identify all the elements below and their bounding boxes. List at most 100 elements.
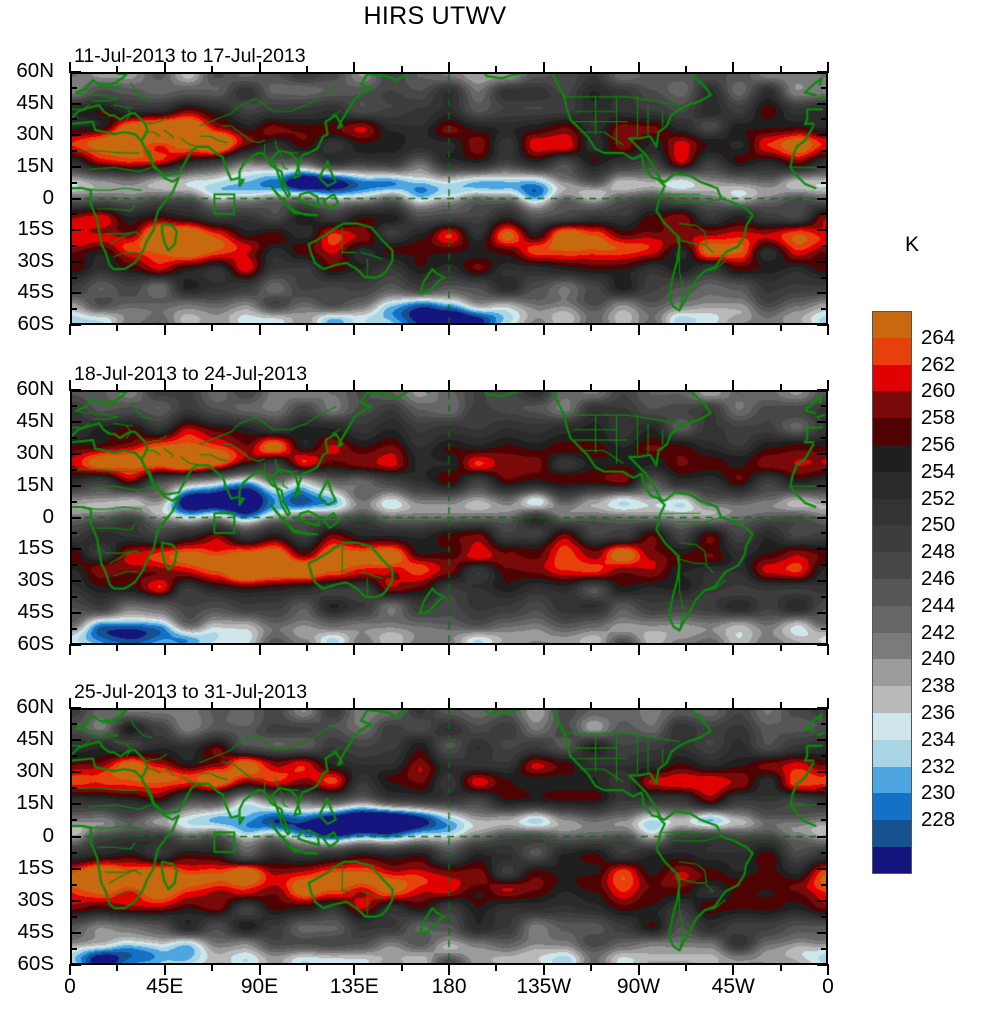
tick-mark: [116, 644, 119, 651]
tick-mark: [821, 596, 828, 599]
tick-mark: [495, 644, 498, 651]
tick-mark: [684, 964, 687, 971]
panel-1-subtitle: 11-Jul-2013 to 17-Jul-2013: [74, 45, 306, 67]
colorbar-swatch: [872, 418, 912, 445]
tick-mark: [211, 644, 214, 651]
tick-mark: [69, 62, 71, 73]
tick-mark: [70, 86, 77, 89]
colorbar-swatch: [872, 820, 912, 847]
y-tick-label: 60N: [16, 377, 54, 400]
tick-mark: [116, 964, 119, 971]
tick-mark: [821, 819, 828, 822]
colorbar-swatch: [872, 766, 912, 794]
tick-mark: [827, 964, 829, 975]
tick-mark: [70, 260, 81, 263]
colorbar-swatch: [872, 712, 912, 740]
tick-mark: [70, 899, 81, 902]
tick-mark: [817, 324, 828, 326]
tick-mark: [163, 644, 166, 655]
colorbar-tick-label: 230: [921, 781, 956, 805]
x-axis-label: 45E: [146, 975, 184, 998]
colorbar-swatch: [872, 578, 912, 606]
tick-mark: [817, 899, 828, 902]
panel-3-subtitle: 25-Jul-2013 to 31-Jul-2013: [74, 681, 308, 703]
tick-mark: [821, 276, 828, 279]
colorbar-tick-label: 244: [921, 593, 956, 617]
colorbar-tick-label: 246: [921, 567, 956, 590]
tick-mark: [495, 66, 498, 73]
tick-mark: [637, 380, 640, 391]
tick-mark: [817, 771, 828, 774]
colorbar-swatch: [872, 391, 912, 419]
y-tick-label: 15N: [16, 472, 54, 496]
tick-mark: [400, 964, 403, 971]
tick-mark: [400, 384, 403, 391]
tick-mark: [637, 964, 640, 975]
tick-mark: [637, 644, 640, 655]
tick-mark: [70, 181, 77, 184]
tick-mark: [70, 915, 77, 918]
tick-mark: [353, 698, 356, 709]
y-tick-label: 30N: [16, 759, 54, 783]
tick-mark: [542, 964, 545, 975]
y-tick-label: 45S: [17, 600, 54, 624]
tick-mark: [116, 384, 119, 391]
tick-mark: [448, 698, 450, 709]
panel-2-map-canvas: [72, 392, 826, 643]
tick-mark: [448, 62, 450, 73]
tick-mark: [817, 867, 828, 870]
tick-mark: [305, 324, 308, 331]
colorbar-tick-label: 260: [921, 379, 956, 403]
tick-mark: [70, 612, 81, 615]
y-tick-label: 0: [42, 504, 54, 528]
colorbar-tick-label: 238: [921, 674, 956, 698]
panel-2-subtitle: 18-Jul-2013 to 24-Jul-2013: [74, 363, 308, 385]
tick-mark: [779, 644, 782, 651]
tick-mark: [732, 964, 735, 975]
panel-3-map-frame: [70, 708, 828, 965]
tick-mark: [258, 324, 261, 335]
tick-mark: [70, 787, 77, 790]
y-tick-label: 30N: [16, 440, 54, 464]
figure-title: HIRS UTWV: [363, 2, 507, 30]
tick-mark: [817, 197, 828, 200]
tick-mark: [495, 324, 498, 331]
y-tick-label: 45N: [16, 727, 54, 751]
tick-mark: [258, 380, 261, 391]
tick-mark: [817, 165, 828, 168]
tick-mark: [590, 702, 593, 709]
tick-mark: [305, 644, 308, 651]
colorbar-tick-label: 240: [921, 647, 956, 671]
y-tick-label: 30N: [16, 122, 54, 146]
tick-mark: [821, 564, 828, 567]
tick-mark: [70, 803, 81, 806]
tick-mark: [817, 420, 828, 423]
tick-mark: [70, 851, 77, 854]
colorbar-tick-label: 248: [921, 540, 956, 564]
tick-mark: [732, 698, 735, 709]
tick-mark: [821, 787, 828, 790]
tick-mark: [821, 883, 828, 886]
tick-mark: [817, 484, 828, 487]
tick-mark: [817, 835, 828, 838]
x-axis-label: 135E: [329, 975, 379, 998]
y-tick-label: 60N: [16, 695, 54, 718]
colorbar-swatch: [872, 846, 912, 874]
tick-mark: [70, 292, 81, 295]
tick-mark: [305, 702, 308, 709]
tick-mark: [817, 134, 828, 137]
tick-mark: [637, 324, 640, 335]
tick-mark: [258, 62, 261, 73]
colorbar-swatch: [872, 471, 912, 499]
x-axis-labels: 0 45E 90E 135E 180 135W 90W 45W 0: [64, 975, 834, 1007]
tick-mark: [637, 698, 640, 709]
tick-mark: [116, 66, 119, 73]
colorbar-unit-label: K: [905, 233, 920, 256]
tick-mark: [70, 389, 81, 391]
tick-mark: [305, 384, 308, 391]
tick-mark: [590, 384, 593, 391]
colorbar-swatch: [872, 444, 912, 472]
tick-mark: [70, 244, 77, 247]
tick-mark: [305, 964, 308, 971]
tick-mark: [70, 118, 77, 121]
